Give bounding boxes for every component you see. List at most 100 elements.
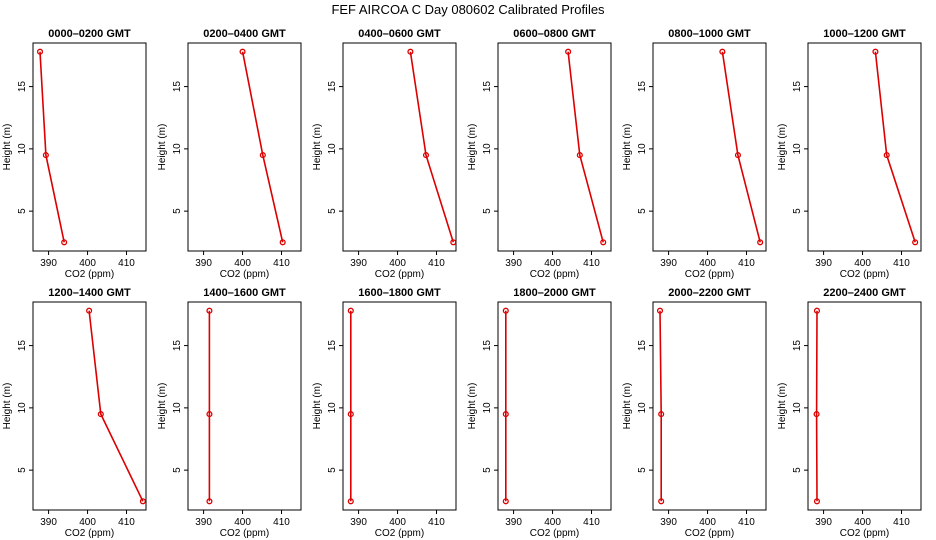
profile-line xyxy=(874,51,916,243)
panel-frame xyxy=(187,301,302,511)
x-tick-label: 390 xyxy=(40,517,57,528)
profile-point xyxy=(600,239,607,246)
y-axis-label: Height (m) xyxy=(312,383,323,430)
y-tick-label: 5 xyxy=(482,208,493,214)
profile-point xyxy=(206,498,213,505)
y-tick-label: 15 xyxy=(327,81,338,93)
y-axis-label: Height (m) xyxy=(777,383,788,430)
panel-title: 1600–1800 GMT xyxy=(358,287,441,299)
y-tick-label: 5 xyxy=(172,467,183,473)
x-axis-label: CO2 (ppm) xyxy=(685,269,734,280)
panel-frame xyxy=(652,301,767,511)
profile-point xyxy=(97,411,104,418)
profile-point xyxy=(658,498,665,505)
profile-point xyxy=(139,498,146,505)
panel: 1200–1400 GMT 390 400 410 5 10 15 CO2 (ppm) Heig… xyxy=(2,287,147,539)
x-tick-label: 410 xyxy=(273,517,290,528)
y-tick-label: 5 xyxy=(792,208,803,214)
y-tick-label: 10 xyxy=(172,402,183,414)
y-axis-label: Height (m) xyxy=(777,124,788,171)
profile-point xyxy=(347,498,354,505)
y-axis-label: Height (m) xyxy=(157,124,168,171)
x-tick-label: 390 xyxy=(660,258,677,269)
y-tick-label: 5 xyxy=(17,208,28,214)
profile-point xyxy=(407,48,414,55)
x-axis-label: CO2 (ppm) xyxy=(840,528,889,539)
profile-line xyxy=(567,51,604,243)
profile-line xyxy=(88,310,144,502)
y-tick-label: 15 xyxy=(17,340,28,352)
panel-frame xyxy=(652,42,767,252)
x-axis-label: CO2 (ppm) xyxy=(530,269,579,280)
y-tick-label: 5 xyxy=(327,467,338,473)
panel-frame xyxy=(807,301,922,511)
x-axis-label: CO2 (ppm) xyxy=(840,269,889,280)
profile-line xyxy=(659,310,663,502)
panel: 0000–0200 GMT 390 400 410 5 10 15 CO2 (ppm) Heig… xyxy=(2,28,147,280)
y-axis-label: Height (m) xyxy=(157,383,168,430)
profile-point xyxy=(813,307,821,314)
x-tick-label: 390 xyxy=(195,258,212,269)
panel: 1800–2000 GMT 390 400 410 5 10 15 CO2 (ppm) Heig… xyxy=(467,287,612,539)
profile-point xyxy=(656,307,664,314)
y-tick-label: 10 xyxy=(482,402,493,414)
profile-point xyxy=(502,498,509,505)
panel-title: 0600–0800 GMT xyxy=(513,28,596,40)
y-axis-label: Height (m) xyxy=(467,383,478,430)
y-tick-label: 10 xyxy=(172,143,183,155)
profile-point xyxy=(719,48,726,55)
y-axis-label: Height (m) xyxy=(622,383,633,430)
y-tick-label: 15 xyxy=(172,340,183,352)
y-tick-label: 10 xyxy=(482,143,493,155)
panel-frame xyxy=(32,301,147,511)
x-tick-label: 390 xyxy=(660,517,677,528)
panel-frame xyxy=(187,42,302,252)
profile-point xyxy=(259,152,266,159)
x-tick-label: 400 xyxy=(544,258,561,269)
profile-point xyxy=(565,48,572,55)
profile-point xyxy=(347,307,354,314)
x-tick-label: 410 xyxy=(583,517,600,528)
panel: 0600–0800 GMT 390 400 410 5 10 15 CO2 (ppm) Heig… xyxy=(467,28,612,280)
profile-point xyxy=(206,307,213,314)
y-axis-label: Height (m) xyxy=(467,124,478,171)
panel: 1000–1200 GMT 390 400 410 5 10 15 CO2 (ppm) Heig… xyxy=(777,28,922,280)
panel-frame xyxy=(342,42,457,252)
y-tick-label: 15 xyxy=(172,81,183,93)
y-tick-label: 15 xyxy=(482,81,493,93)
panel-title: 2200–2400 GMT xyxy=(823,287,906,299)
figure-title: FEF AIRCOA C Day 080602 Calibrated Profi… xyxy=(331,2,605,17)
panel: 2000–2200 GMT 390 400 410 5 10 15 CO2 (ppm) Heig… xyxy=(622,287,767,539)
x-tick-label: 390 xyxy=(815,258,832,269)
y-tick-label: 10 xyxy=(17,143,28,155)
x-tick-label: 410 xyxy=(893,517,910,528)
x-tick-label: 390 xyxy=(505,517,522,528)
y-axis-label: Height (m) xyxy=(312,124,323,171)
y-tick-label: 5 xyxy=(172,208,183,214)
profile-point xyxy=(658,411,665,418)
profile-line xyxy=(721,51,761,243)
x-tick-label: 390 xyxy=(40,258,57,269)
x-axis-label: CO2 (ppm) xyxy=(65,269,114,280)
profile-point xyxy=(239,48,246,55)
profile-point xyxy=(450,239,457,246)
profile-point xyxy=(734,152,741,159)
y-tick-label: 10 xyxy=(327,402,338,414)
x-axis-label: CO2 (ppm) xyxy=(220,269,269,280)
panel-frame xyxy=(32,42,147,252)
y-tick-label: 15 xyxy=(17,81,28,93)
x-tick-label: 390 xyxy=(350,258,367,269)
y-axis-label: Height (m) xyxy=(2,124,13,171)
profile-point xyxy=(872,48,879,55)
x-axis-label: CO2 (ppm) xyxy=(530,528,579,539)
profile-point xyxy=(757,239,764,246)
x-tick-label: 400 xyxy=(389,517,406,528)
profile-point xyxy=(36,48,44,55)
y-tick-label: 5 xyxy=(792,467,803,473)
x-axis-label: CO2 (ppm) xyxy=(685,528,734,539)
y-tick-label: 10 xyxy=(17,402,28,414)
profile-line xyxy=(39,51,65,243)
y-tick-label: 5 xyxy=(482,467,493,473)
panel-title: 1800–2000 GMT xyxy=(513,287,596,299)
panel-title: 0000–0200 GMT xyxy=(48,28,131,40)
